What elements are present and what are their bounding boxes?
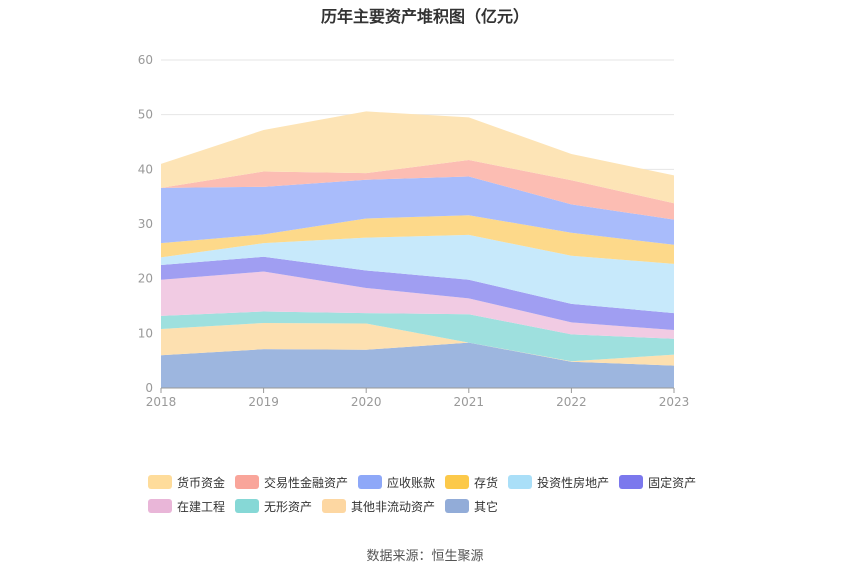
legend-item[interactable]: 固定资产 bbox=[619, 470, 696, 494]
legend-label: 在建工程 bbox=[177, 499, 226, 514]
y-tick-label: 10 bbox=[138, 326, 153, 340]
legend-item[interactable]: 货币资金 bbox=[148, 470, 225, 494]
legend-swatch bbox=[235, 499, 260, 513]
y-tick-label: 40 bbox=[138, 162, 153, 176]
area-series bbox=[161, 256, 674, 331]
legend-item[interactable]: 其他非流动资产 bbox=[322, 494, 435, 518]
legend: 货币资金 交易性金融资产 应收账款 存货 投资性房地产 固定资产在建工程 无形资产 其他非流动… bbox=[148, 470, 728, 518]
legend-label: 投资性房地产 bbox=[537, 475, 610, 490]
area-series bbox=[161, 311, 674, 362]
legend-label: 固定资产 bbox=[648, 475, 697, 490]
x-tick-label: 2021 bbox=[454, 395, 485, 409]
legend-swatch bbox=[358, 475, 383, 489]
legend-swatch bbox=[322, 499, 347, 513]
x-tick-label: 2023 bbox=[659, 395, 690, 409]
y-tick-label: 60 bbox=[138, 53, 153, 67]
legend-swatch bbox=[148, 475, 172, 489]
x-tick-label: 2018 bbox=[146, 395, 177, 409]
legend-label: 应收账款 bbox=[387, 475, 436, 490]
legend-item[interactable]: 存货 bbox=[445, 470, 498, 494]
legend-swatch bbox=[235, 475, 260, 489]
legend-label: 其它 bbox=[474, 499, 499, 514]
legend-item[interactable]: 投资性房地产 bbox=[508, 470, 609, 494]
legend-label: 货币资金 bbox=[177, 475, 226, 490]
legend-item[interactable]: 其它 bbox=[445, 494, 498, 518]
x-tick-label: 2019 bbox=[248, 395, 279, 409]
y-tick-label: 30 bbox=[138, 217, 153, 231]
area-series bbox=[161, 111, 674, 204]
y-tick-label: 50 bbox=[138, 108, 153, 122]
legend-label: 无形资产 bbox=[264, 499, 313, 514]
area-series bbox=[161, 215, 674, 264]
area-series bbox=[161, 271, 674, 339]
legend-swatch bbox=[619, 475, 644, 489]
x-tick-label: 2020 bbox=[351, 395, 382, 409]
legend-swatch bbox=[148, 499, 172, 513]
legend-label: 交易性金融资产 bbox=[264, 475, 349, 490]
stacked-area-chart: 0 10 20 30 40 50 60 2018 2019 2020 2021 2022 2023 bbox=[138, 53, 690, 409]
area-series bbox=[161, 342, 674, 388]
legend-item[interactable]: 在建工程 bbox=[148, 494, 225, 518]
chart-title: 历年主要资产堆积图（亿元） bbox=[320, 7, 529, 26]
legend-label: 存货 bbox=[474, 475, 499, 490]
legend-swatch bbox=[445, 475, 470, 489]
legend-item[interactable]: 交易性金融资产 bbox=[235, 470, 348, 494]
data-source: 数据来源：恒生聚源 bbox=[366, 549, 484, 564]
area-series bbox=[161, 160, 674, 220]
x-tick-label: 2022 bbox=[556, 395, 587, 409]
area-series bbox=[161, 322, 674, 366]
y-tick-label: 20 bbox=[138, 272, 153, 286]
area-series bbox=[161, 234, 674, 314]
legend-item[interactable]: 无形资产 bbox=[235, 494, 312, 518]
legend-swatch bbox=[445, 499, 470, 513]
area-series bbox=[161, 176, 674, 245]
legend-label: 其他非流动资产 bbox=[351, 499, 436, 514]
legend-item[interactable]: 应收账款 bbox=[358, 470, 435, 494]
legend-swatch bbox=[508, 475, 533, 489]
y-tick-label: 0 bbox=[145, 381, 153, 395]
